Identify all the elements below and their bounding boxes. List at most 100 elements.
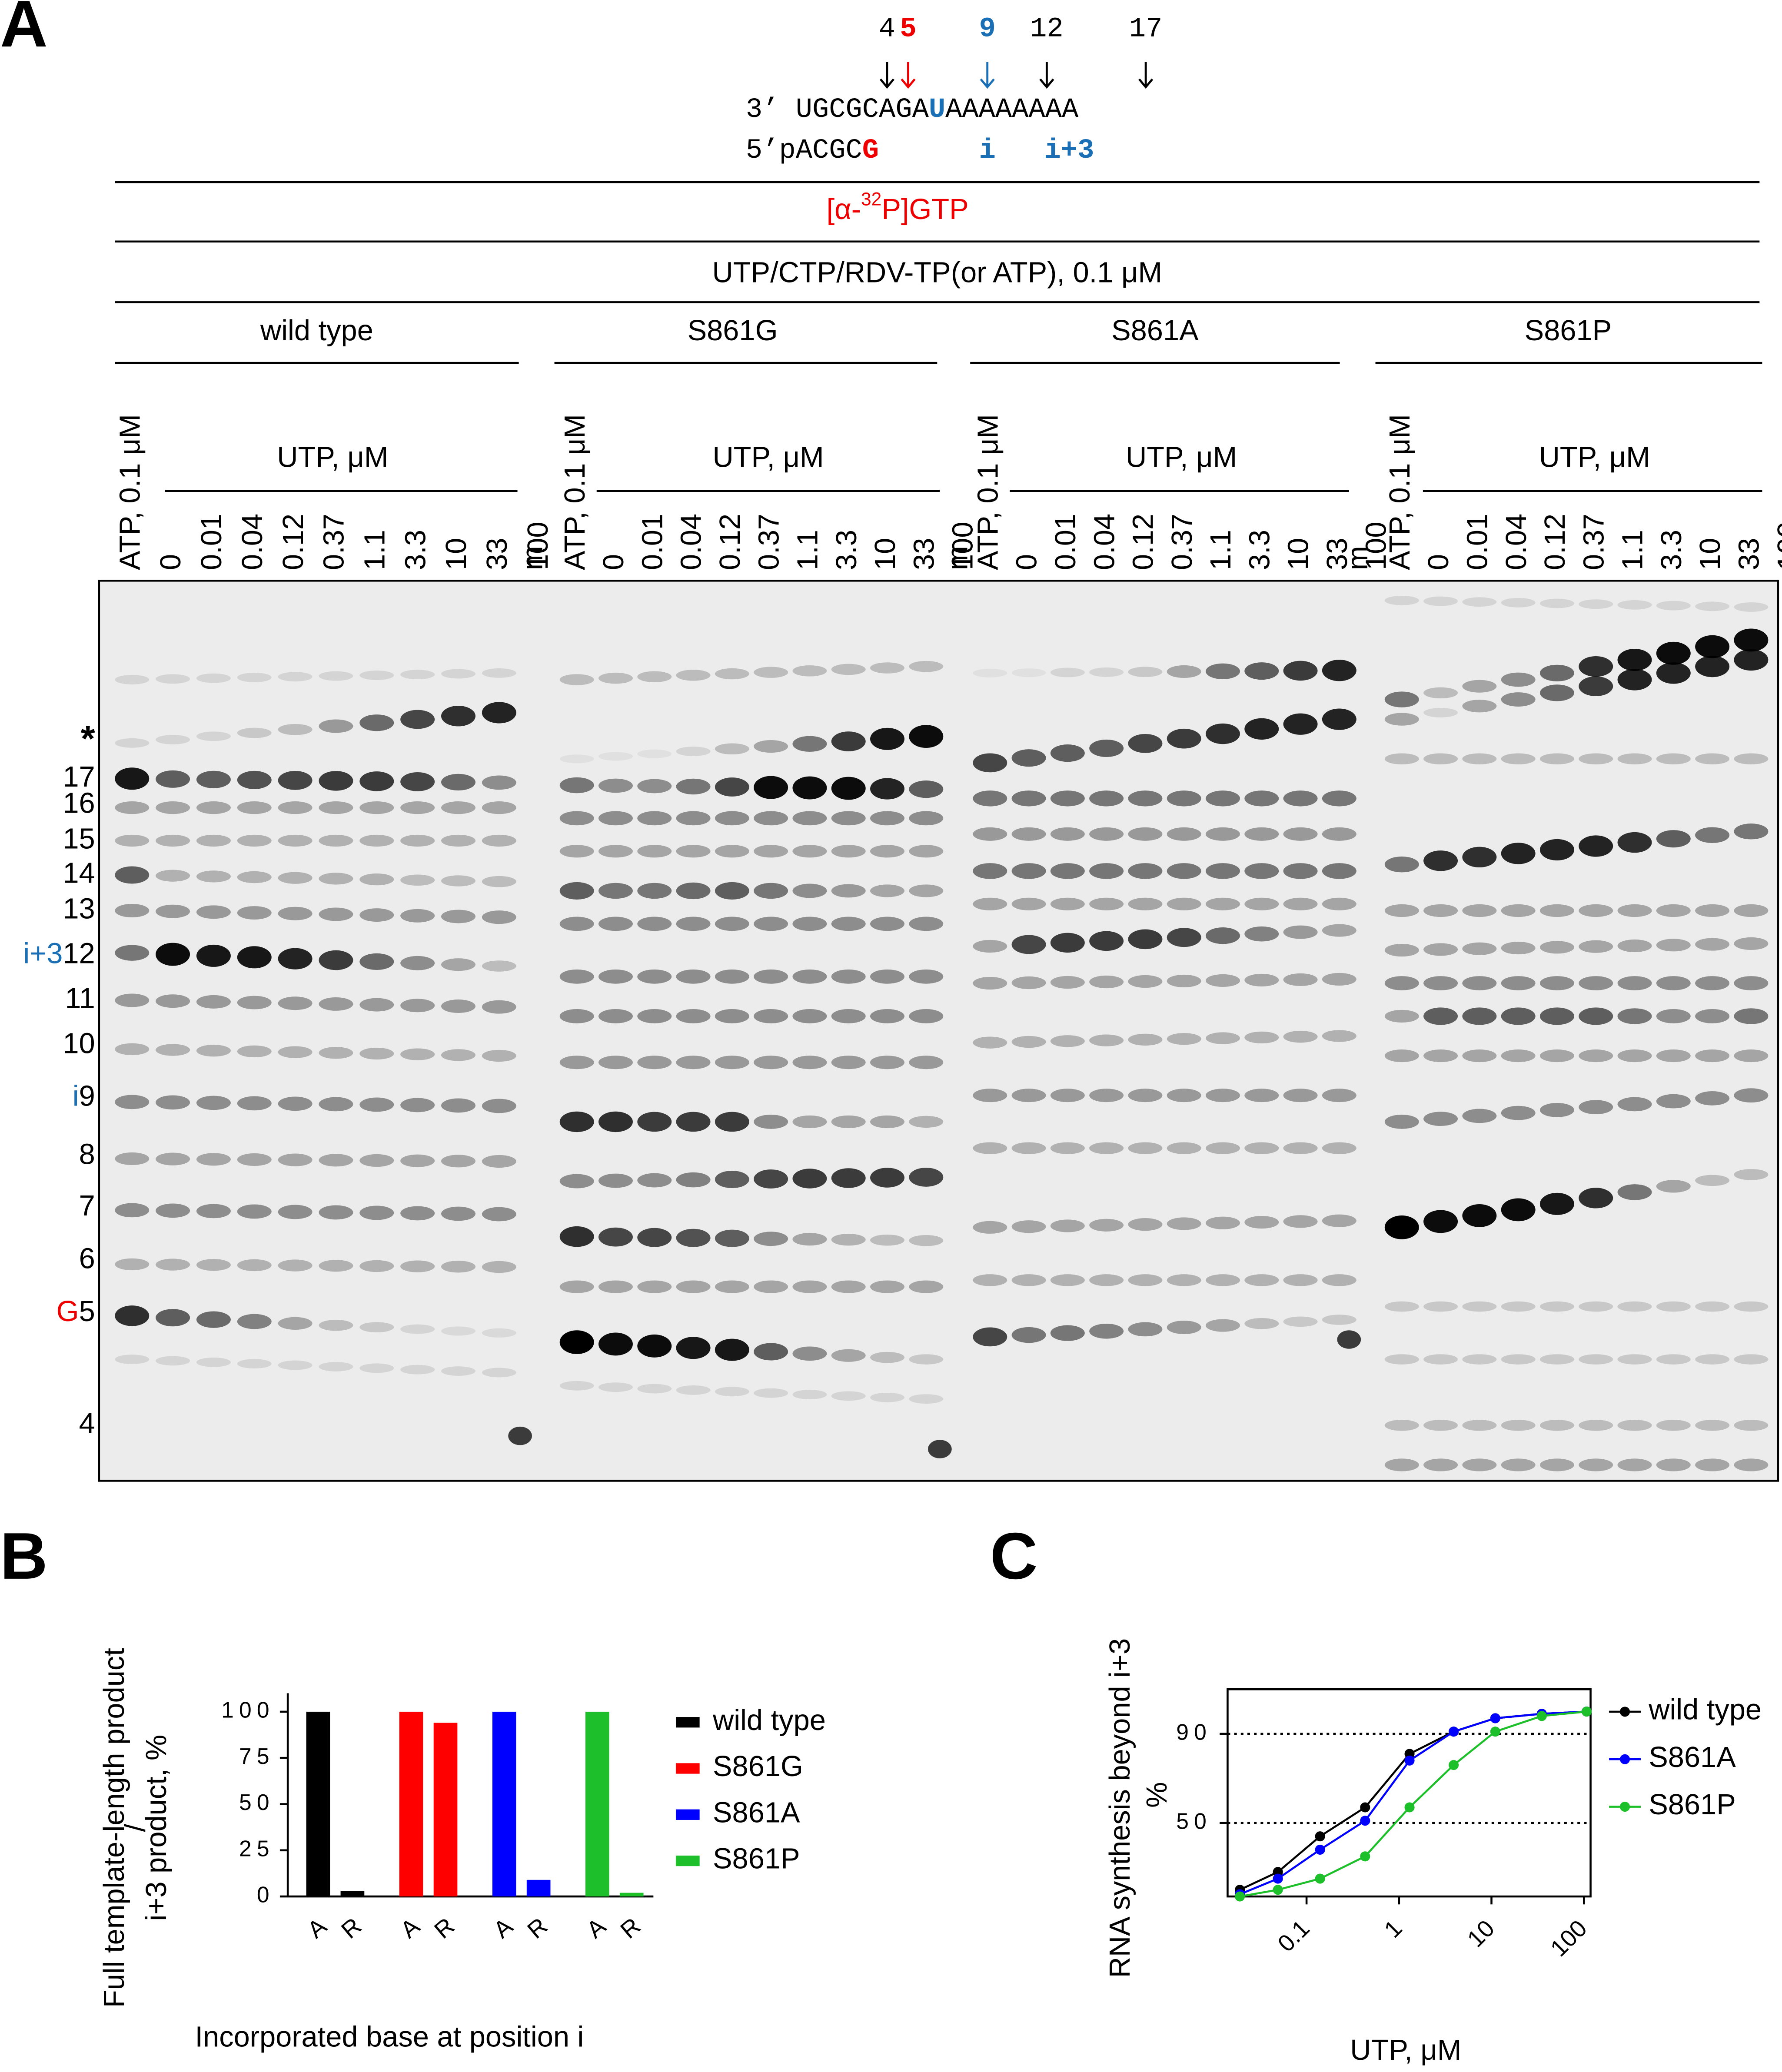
band	[1167, 1089, 1201, 1102]
band	[196, 1357, 231, 1367]
band	[237, 1153, 272, 1166]
position: 5	[900, 14, 916, 45]
band	[676, 845, 711, 858]
band	[400, 1260, 435, 1272]
band	[1695, 1420, 1730, 1431]
point	[1536, 1711, 1547, 1721]
band	[1244, 926, 1279, 942]
band	[1206, 790, 1240, 807]
band	[115, 945, 150, 961]
band	[1539, 753, 1574, 764]
band	[237, 801, 272, 814]
band	[831, 1280, 866, 1293]
lane-label: 0.12	[277, 514, 309, 570]
x-tick-label: 100	[1545, 1915, 1592, 1962]
band	[1128, 1089, 1163, 1102]
radiolabel-part: P]GTP	[881, 193, 968, 226]
band	[441, 774, 475, 791]
band	[156, 994, 190, 1008]
size-label: i+312	[23, 937, 95, 970]
band	[1501, 1301, 1536, 1312]
band	[754, 740, 788, 753]
band	[1695, 1458, 1730, 1471]
size-label: 11	[65, 983, 95, 1015]
band	[156, 1258, 190, 1271]
band	[676, 969, 711, 984]
band	[319, 997, 353, 1011]
band	[482, 1099, 516, 1113]
primer-part: G	[862, 135, 879, 166]
band	[115, 1043, 150, 1056]
band	[870, 727, 904, 750]
band	[1050, 976, 1085, 989]
size-label-part: 12	[63, 937, 95, 970]
legend-label: S861A	[713, 1796, 800, 1829]
band	[973, 1221, 1007, 1234]
titration-label: UTP, μM	[1539, 442, 1650, 474]
size-label-part: 5	[79, 1295, 95, 1327]
band	[1617, 939, 1652, 953]
band	[196, 995, 231, 1009]
band	[1539, 976, 1574, 990]
band	[1206, 1089, 1240, 1102]
point	[1273, 1885, 1283, 1895]
gel-bands	[115, 595, 1769, 1471]
band	[792, 776, 827, 800]
band	[319, 1361, 353, 1371]
band	[196, 1045, 231, 1057]
band	[1539, 904, 1574, 917]
band	[792, 883, 827, 898]
lane-label: 0.01	[636, 514, 668, 570]
lane-label: 0	[1423, 554, 1455, 570]
band	[1539, 941, 1574, 954]
band	[754, 811, 788, 826]
band	[909, 884, 944, 897]
band	[637, 969, 672, 984]
band	[1089, 1274, 1124, 1286]
band	[792, 1009, 827, 1023]
legend-label: S861G	[713, 1750, 803, 1783]
band	[156, 1356, 190, 1366]
band	[1128, 1218, 1163, 1231]
band	[1423, 976, 1458, 990]
band	[1734, 1088, 1769, 1103]
point	[1490, 1727, 1500, 1737]
band	[278, 996, 313, 1010]
band	[1244, 973, 1279, 987]
band	[909, 1168, 944, 1187]
band	[676, 1229, 711, 1247]
size-label-part: 8	[79, 1138, 95, 1170]
band	[973, 940, 1007, 953]
band	[1501, 941, 1536, 955]
band	[1050, 667, 1085, 677]
primer-part: 5’pACGC	[746, 135, 862, 166]
band	[792, 1346, 827, 1361]
band	[1579, 1354, 1613, 1365]
band	[637, 845, 672, 858]
band	[441, 1366, 475, 1376]
band	[676, 1009, 711, 1023]
size-label-part: 10	[63, 1027, 95, 1059]
band	[278, 1205, 313, 1219]
band	[792, 969, 827, 984]
band	[196, 834, 231, 847]
band	[1384, 904, 1419, 917]
band	[870, 811, 904, 826]
band	[1322, 827, 1356, 841]
point	[1360, 1851, 1370, 1862]
conditions: UTP/CTP/RDV-TP(or ATP), 0.1 μM	[712, 256, 1162, 289]
band	[637, 1280, 672, 1293]
band	[359, 908, 394, 922]
band	[1656, 1458, 1691, 1471]
band	[598, 883, 633, 899]
band	[441, 1206, 475, 1221]
band	[1579, 904, 1613, 917]
band	[598, 845, 633, 858]
band	[115, 675, 150, 684]
band	[1539, 1049, 1574, 1063]
band	[237, 1096, 272, 1111]
band	[1734, 823, 1769, 840]
size-label: 8	[79, 1138, 95, 1170]
band	[1656, 1420, 1691, 1431]
band	[1617, 976, 1652, 990]
